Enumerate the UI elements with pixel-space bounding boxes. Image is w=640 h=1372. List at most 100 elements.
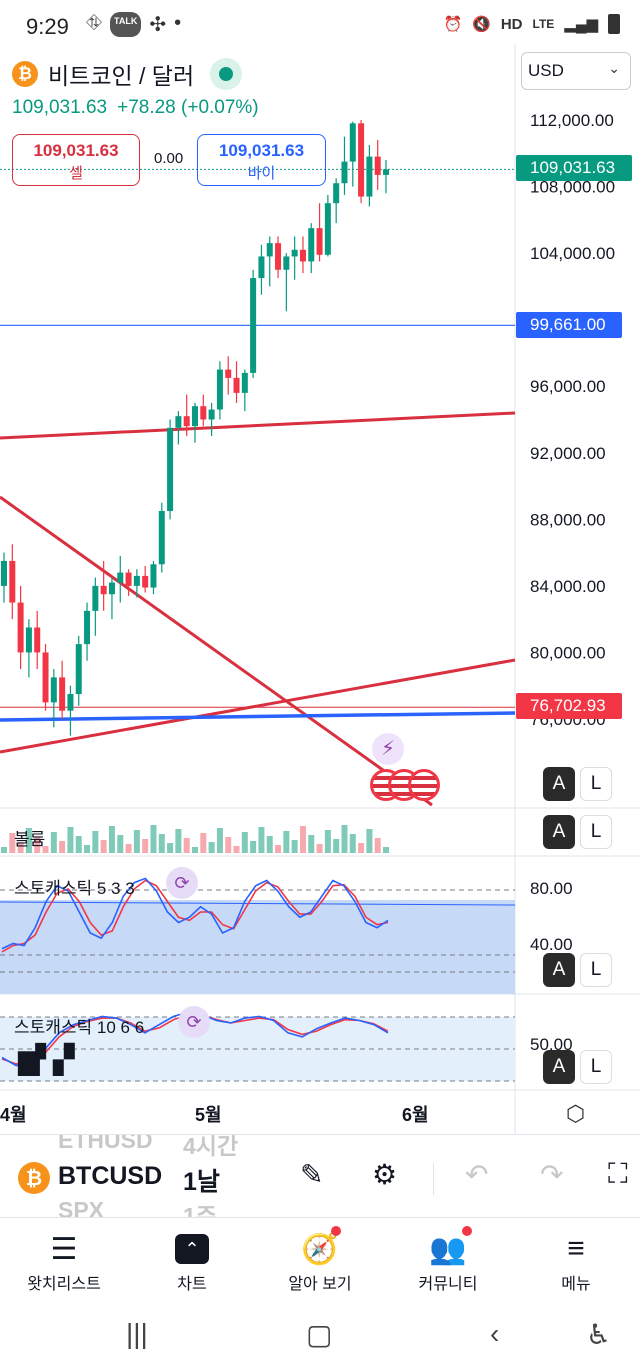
volume-bar [299,826,306,853]
volume-bar [84,845,91,853]
volume-bar [225,837,232,853]
bitcoin-icon: ₿ [18,1162,50,1194]
candle-body [1,560,7,586]
price-axis-label: 108,000.00 [530,178,615,197]
candle-body [108,582,115,595]
us-economic-events-icon[interactable] [370,769,440,803]
stoch-k-line [1,877,389,950]
lightning-event-icon[interactable]: ⚡ [372,733,404,765]
volume-pane-label[interactable]: 볼륨 [14,830,46,849]
volume-bar [216,828,223,853]
volume-bar [366,829,373,853]
back-icon[interactable]: ‹ [490,1318,500,1349]
volume-bar [133,830,140,853]
nav-watchlist[interactable]: ☰ 왓치리스트 [0,1218,128,1304]
candle-body [341,161,348,184]
nav-community[interactable]: 👥 커뮤니티 [384,1218,512,1304]
price-axis-label: 88,000.00 [530,510,606,529]
volume-bar [25,828,32,853]
market-open-icon[interactable] [210,58,243,90]
refresh-indicator-icon[interactable]: ⟳ [166,867,198,899]
sell-button[interactable]: 109,031.63 셀 [12,134,140,186]
candle-body [275,243,282,270]
svg-text:₿: ₿ [26,1166,42,1190]
currency-select[interactable]: USD ⌄ [521,52,631,90]
nav-label: 차트 [177,1276,207,1293]
refresh-indicator2-icon[interactable]: ⟳ [178,1006,210,1038]
candle-body [208,409,215,420]
log-scale-button-volume[interactable]: L [580,815,612,849]
stoch-trend [0,901,516,906]
ghost-symbol: ETHUSD [58,1134,153,1153]
redo-icon[interactable]: ↷ [540,1159,564,1190]
candle-body [333,183,340,204]
nav-label: 메뉴 [561,1276,591,1293]
candle-body [17,602,24,653]
candle-body [258,256,265,279]
community-icon: 👥 [429,1232,467,1266]
stochastic-pane-label[interactable]: 스토캐스틱 5 3 3 [14,879,135,898]
volume-bar [9,833,16,853]
fullscreen-icon[interactable]: ⛶ [608,1158,628,1189]
ghost-symbol: SPX [58,1197,105,1218]
month-label: 5월 [195,1105,222,1125]
symbol-selector[interactable]: BTCUSD [58,1162,163,1190]
chart-settings-icon[interactable]: ⬡ [566,1101,586,1126]
auto-scale-button-volume[interactable]: A [543,815,575,849]
log-scale-button-stoch1[interactable]: L [580,953,612,987]
candle-body [167,427,174,512]
dot-icon: • [174,12,182,34]
chart-area[interactable]: 80.00 40.00 50.00 112,000.00 108,000.00 104… [0,44,640,1134]
volume-bar [358,843,365,853]
volume-bar [316,844,323,853]
nav-explore[interactable]: 🧭 알아 보기 [256,1218,384,1304]
recent-apps-icon[interactable]: ||| [126,1318,148,1349]
indicator-settings-icon[interactable]: ⚙ [372,1159,398,1190]
log-scale-button-main[interactable]: L [580,767,612,801]
ghost-timeframe: 1주 [183,1203,217,1218]
accessibility-icon[interactable]: ♿ [586,1319,612,1350]
stoch-axis-label: 80.00 [530,879,573,898]
candle-body [133,575,140,586]
nav-menu[interactable]: ≡ 메뉴 [512,1218,640,1304]
buy-button[interactable]: 109,031.63 바이 [197,134,326,186]
log-scale-button-stoch2[interactable]: L [580,1050,612,1084]
auto-scale-button-main[interactable]: A [543,767,575,801]
status-time: 9:29 [26,14,69,39]
candle-body [324,203,331,255]
stochastic2-pane-label[interactable]: 스토캐스틱 10 6 6 [14,1018,145,1037]
volume-bar [333,839,340,853]
volume-bar [283,831,290,853]
candle-body [366,156,373,197]
volume-bar [266,836,273,853]
volume-bar [250,841,257,853]
undo-icon[interactable]: ↶ [465,1159,489,1190]
volume-bar [67,827,74,853]
volume-bar [167,843,174,853]
timeframe-selector[interactable]: 1날 [183,1168,220,1196]
nav-label: 커뮤니티 [418,1276,478,1293]
symbol-bar[interactable]: ETHUSD 4시간 ₿ BTCUSD 1날 SPX 1주 ✎ ⚙ ↶ ↷ ⛶ [0,1134,640,1218]
symbol-title[interactable]: 비트코인 / 달러 [48,63,195,89]
chart-canvas[interactable]: 80.00 40.00 50.00 112,000.00 108,000.00 104… [0,44,640,1134]
home-icon[interactable]: ▢ [306,1319,333,1350]
volume-bar [50,832,57,853]
current-price-tag: 109,031.63 [516,155,632,181]
price-axis-label: 104,000.00 [530,244,615,263]
candle-body [92,585,99,611]
volume-bar [341,825,348,853]
auto-scale-button-stoch1[interactable]: A [543,953,575,987]
auto-scale-button-stoch2[interactable]: A [543,1050,575,1084]
drawing-pen-icon[interactable]: ✎ [300,1159,324,1190]
trend-line [0,658,516,754]
volume-bar [142,839,149,853]
battery-icon [608,14,620,34]
candle-body [266,243,273,257]
bitcoin-logo-icon: ₿ [12,61,38,87]
price-change: +78.28 (+0.07%) [117,97,259,118]
price-axis-label: 84,000.00 [530,577,606,596]
volume-bar [183,838,190,853]
hd-voice-icon: HD [500,15,523,33]
candle-body [308,228,315,262]
nav-chart[interactable]: ⌃ 차트 [128,1218,256,1304]
